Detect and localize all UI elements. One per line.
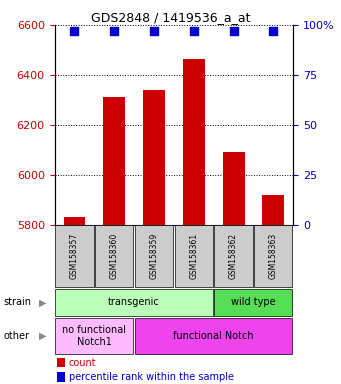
Bar xyxy=(175,225,213,287)
Point xyxy=(231,28,236,34)
Text: GDS2848 / 1419536_a_at: GDS2848 / 1419536_a_at xyxy=(91,12,250,25)
Bar xyxy=(95,225,133,287)
Text: other: other xyxy=(3,331,29,341)
Text: GSM158362: GSM158362 xyxy=(229,233,238,280)
Text: GSM158363: GSM158363 xyxy=(269,233,278,280)
Point xyxy=(271,28,276,34)
Bar xyxy=(254,225,293,287)
Text: GSM158359: GSM158359 xyxy=(149,233,159,280)
Text: transgenic: transgenic xyxy=(108,297,160,308)
Bar xyxy=(223,152,244,225)
Text: ▶: ▶ xyxy=(39,297,47,308)
Text: GSM158360: GSM158360 xyxy=(110,233,119,280)
Bar xyxy=(263,195,284,225)
Text: ▶: ▶ xyxy=(39,331,47,341)
Bar xyxy=(214,225,253,287)
Text: percentile rank within the sample: percentile rank within the sample xyxy=(69,372,234,382)
Point xyxy=(112,28,117,34)
Bar xyxy=(103,98,125,225)
Bar xyxy=(57,358,64,367)
Bar xyxy=(57,372,64,382)
Bar xyxy=(55,318,133,354)
Text: GSM158361: GSM158361 xyxy=(189,233,198,280)
Text: wild type: wild type xyxy=(231,297,276,308)
Text: GSM158357: GSM158357 xyxy=(70,233,79,280)
Bar xyxy=(135,318,293,354)
Text: count: count xyxy=(69,358,97,368)
Text: no functional
Notch1: no functional Notch1 xyxy=(62,325,127,347)
Bar xyxy=(55,225,93,287)
Point xyxy=(72,28,77,34)
Bar xyxy=(183,59,205,225)
Text: strain: strain xyxy=(3,297,31,308)
Bar xyxy=(143,90,165,225)
Text: functional Notch: functional Notch xyxy=(173,331,254,341)
Bar xyxy=(135,225,173,287)
Point xyxy=(151,28,157,34)
Point xyxy=(191,28,196,34)
Bar xyxy=(55,289,213,316)
Bar xyxy=(63,217,85,225)
Bar xyxy=(214,289,293,316)
